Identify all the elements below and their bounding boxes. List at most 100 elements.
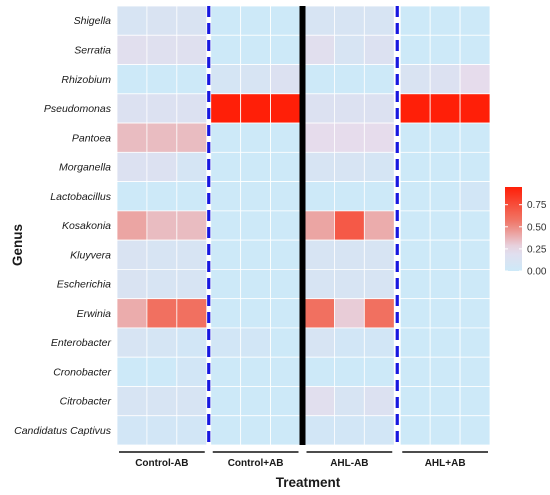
heatmap-cell (363, 64, 395, 95)
heatmap-cell (116, 34, 148, 65)
x-axis-title: Treatment (276, 475, 341, 490)
heatmap-cell (429, 210, 461, 241)
heatmap-cell (116, 64, 148, 95)
genus-label: Pseudomonas (44, 103, 112, 115)
heatmap-cell (240, 151, 271, 183)
group-label: Control-AB (135, 458, 188, 469)
heatmap-cell (210, 5, 242, 36)
heatmap-cell (240, 268, 271, 300)
genus-label: Kosakonia (62, 220, 111, 232)
group-label: Control+AB (228, 458, 284, 469)
heatmap-cell (176, 356, 208, 387)
heatmap-cell (429, 93, 461, 124)
legend-tick-label: 0.50 (527, 222, 547, 233)
heatmap-cell (270, 356, 301, 387)
heatmap-cell (363, 122, 395, 153)
heatmap-cell (116, 386, 148, 417)
heatmap-cell (459, 298, 491, 329)
heatmap-cell (304, 34, 335, 65)
legend-tick-label: 0.00 (527, 267, 547, 278)
genus-label: Escherichia (57, 279, 111, 291)
heatmap-cell (304, 122, 335, 153)
legend-tick-label: 0.25 (527, 244, 547, 255)
heatmap-cell (363, 239, 395, 270)
heatmap-cell (363, 151, 395, 183)
heatmap-cell (176, 122, 208, 153)
heatmap-cell (240, 5, 271, 36)
heatmap-cell (363, 93, 395, 124)
heatmap-cell (210, 64, 242, 95)
heatmap-cell (270, 181, 301, 212)
heatmap-cell (429, 356, 461, 387)
heatmap-cell (146, 181, 178, 212)
heatmap-cell (240, 239, 271, 270)
heatmap-cell (304, 151, 335, 183)
heatmap-cell (399, 239, 431, 270)
heatmap-cell (399, 210, 431, 241)
heatmap-cell (146, 34, 178, 65)
y-axis-title: Genus (10, 224, 25, 266)
heatmap-cell (399, 356, 431, 387)
heatmap-cell (210, 181, 242, 212)
heatmap-cell (429, 64, 461, 95)
heatmap-cell (304, 386, 335, 417)
genus-label: Candidatus Captivus (14, 425, 112, 437)
heatmap-cell (116, 356, 148, 387)
heatmap-cell (363, 34, 395, 65)
heatmap-cell (459, 356, 491, 387)
heatmap-cell (270, 210, 301, 241)
group-separators (207, 6, 399, 445)
heatmap-cell (429, 151, 461, 183)
heatmap-cell (116, 181, 148, 212)
heatmap-cell (459, 327, 491, 358)
heatmap-cell (429, 268, 461, 300)
heatmap-cell (334, 34, 365, 65)
heatmap-cell (399, 151, 431, 183)
heatmap-cell (429, 122, 461, 153)
heatmap-cell (270, 151, 301, 183)
heatmap-cell (240, 298, 271, 329)
heatmap-cell (304, 5, 335, 36)
heatmap-cell (363, 386, 395, 417)
heatmap-cell (146, 64, 178, 95)
heatmap-cell (146, 151, 178, 183)
heatmap-cell (176, 34, 208, 65)
heatmap-cell (210, 327, 242, 358)
heatmap-cell (176, 239, 208, 270)
heatmap-cell (459, 181, 491, 212)
genus-label: Pantoea (72, 132, 111, 144)
heatmap-cell (334, 386, 365, 417)
heatmap-cell (334, 415, 365, 446)
heatmap-cell (176, 151, 208, 183)
heatmap-cell (304, 415, 335, 446)
heatmap-cell (146, 239, 178, 270)
genus-label: Lactobacillus (50, 191, 111, 203)
heatmap-cell (334, 5, 365, 36)
heatmap-cell (116, 298, 148, 329)
heatmap-cell (363, 415, 395, 446)
heatmap-cell (270, 5, 301, 36)
heatmap-cell (240, 64, 271, 95)
heatmap-cell (459, 415, 491, 446)
heatmap-cell (459, 268, 491, 300)
heatmap-cell (429, 327, 461, 358)
heatmap-cell (270, 386, 301, 417)
heatmap-cell (459, 93, 491, 124)
heatmap-cell (399, 181, 431, 212)
treatment-group-labels: Control-AB Control+AB AHL-AB AHL+AB (119, 451, 488, 469)
heatmap-cell (334, 356, 365, 387)
heatmap-cell (399, 5, 431, 36)
heatmap-cell (363, 268, 395, 300)
heatmap-cell (334, 239, 365, 270)
legend-color-bar (505, 187, 522, 271)
heatmap-cell (334, 210, 365, 241)
heatmap-cell (210, 268, 242, 300)
heatmap-cell (240, 356, 271, 387)
heatmap-cell (304, 93, 335, 124)
heatmap-cell (176, 5, 208, 36)
heatmap-cell (270, 64, 301, 95)
heatmap-cell (270, 268, 301, 300)
heatmap-cell (399, 93, 431, 124)
heatmap-cell (240, 386, 271, 417)
heatmap-cell (176, 181, 208, 212)
